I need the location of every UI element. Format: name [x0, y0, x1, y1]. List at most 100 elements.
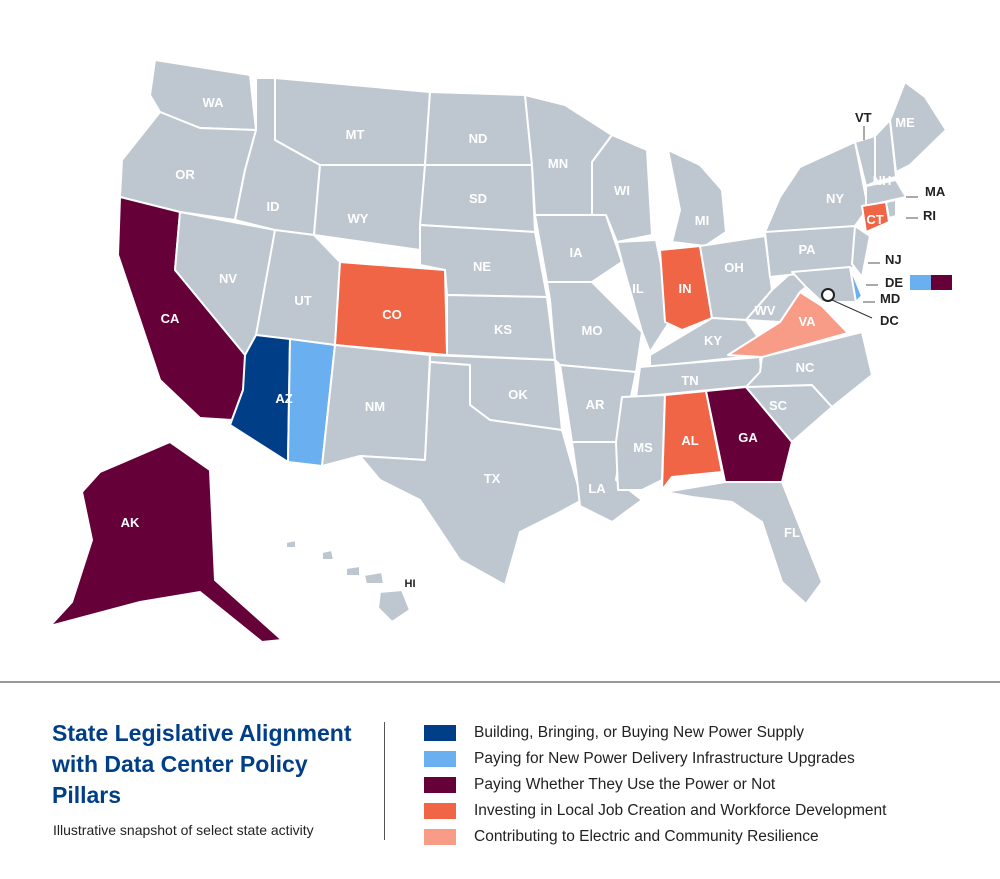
- state-wy: [313, 164, 426, 251]
- state-label-wa: WA: [203, 95, 225, 110]
- legend-item-resilience: Contributing to Electric and Community R…: [424, 824, 886, 850]
- state-label-nj: NJ: [885, 252, 902, 267]
- state-label-nc: NC: [796, 360, 815, 375]
- state-nd: [424, 91, 533, 166]
- legend-label: Paying for New Power Delivery Infrastruc…: [474, 750, 855, 767]
- state-label-mn: MN: [548, 156, 568, 171]
- callout-line: [831, 299, 873, 319]
- state-label-ms: MS: [633, 440, 653, 455]
- state-label-al: AL: [681, 433, 698, 448]
- legend-item-delivery-infrastructure: Paying for New Power Delivery Infrastruc…: [424, 746, 886, 772]
- legend-label: Paying Whether They Use the Power or Not: [474, 776, 776, 793]
- legend-item-pay-regardless: Paying Whether They Use the Power or Not: [424, 772, 886, 798]
- divider: [0, 681, 1000, 683]
- state-label-in: IN: [679, 281, 692, 296]
- legend-swatch: [424, 751, 456, 767]
- state-label-me: ME: [895, 115, 915, 130]
- state-label-ma: MA: [925, 184, 946, 199]
- state-hi: [321, 549, 335, 561]
- state-label-il: IL: [632, 281, 644, 296]
- state-label-wv: WV: [755, 303, 776, 318]
- state-label-ut: UT: [294, 293, 311, 308]
- state-label-mo: MO: [582, 323, 603, 338]
- state-label-pa: PA: [798, 242, 816, 257]
- state-label-vt: VT: [855, 110, 872, 125]
- state-label-nh: NH: [873, 173, 892, 188]
- legend-swatch: [424, 803, 456, 819]
- state-label-or: OR: [175, 167, 195, 182]
- state-nj: [851, 225, 871, 278]
- state-label-az: AZ: [275, 391, 292, 406]
- state-label-dc: DC: [880, 313, 899, 328]
- state-hi: [285, 539, 297, 549]
- state-mt: [274, 77, 431, 166]
- state-label-hi: HI: [405, 578, 416, 590]
- state-label-ok: OK: [508, 387, 528, 402]
- state-tx: [359, 361, 583, 586]
- state-label-fl: FL: [784, 525, 800, 540]
- state-hi: [345, 565, 361, 577]
- legend-item-power-supply: Building, Bringing, or Buying New Power …: [424, 720, 886, 746]
- state-nc: [745, 331, 873, 408]
- state-label-mi: MI: [695, 213, 709, 228]
- state-md: [791, 266, 857, 303]
- state-label-tx: TX: [484, 471, 501, 486]
- de-swatch-pay-regardless: [931, 275, 952, 290]
- state-fl: [664, 481, 823, 605]
- state-ga: [705, 386, 793, 483]
- state-label-mt: MT: [346, 127, 365, 142]
- state-ct: [861, 201, 890, 233]
- state-label-nd: ND: [469, 131, 488, 146]
- state-label-wy: WY: [348, 211, 369, 226]
- us-map: WA OR CA NV ID MT WY UT CO AZ NM ND SD NE KS OK TX MN IA MO…: [49, 59, 952, 643]
- legend-divider: [384, 722, 385, 840]
- state-label-ct: CT: [866, 212, 883, 227]
- legend-item-job-creation: Investing in Local Job Creation and Work…: [424, 798, 886, 824]
- state-label-co: CO: [382, 307, 402, 322]
- state-label-ar: AR: [586, 397, 605, 412]
- state-in: [659, 245, 713, 331]
- state-label-ne: NE: [473, 259, 491, 274]
- state-label-la: LA: [588, 481, 606, 496]
- legend-label: Contributing to Electric and Community R…: [474, 828, 819, 845]
- state-label-ny: NY: [826, 191, 844, 206]
- state-me: [889, 81, 947, 173]
- state-label-sd: SD: [469, 191, 487, 206]
- state-nh: [874, 119, 897, 183]
- state-label-ga: GA: [738, 430, 758, 445]
- state-hi: [363, 571, 385, 585]
- state-al: [661, 390, 723, 491]
- state-label-ca: CA: [161, 311, 180, 326]
- state-label-tn: TN: [681, 373, 698, 388]
- state-ri: [885, 199, 897, 219]
- state-il: [616, 239, 673, 353]
- state-wi: [591, 134, 653, 243]
- state-label-ky: KY: [704, 333, 722, 348]
- state-hi: [377, 589, 411, 623]
- state-label-nm: NM: [365, 399, 385, 414]
- state-label-ri: RI: [923, 208, 936, 223]
- legend-label: Building, Bringing, or Buying New Power …: [474, 724, 804, 741]
- state-mi: [667, 149, 727, 247]
- legend-swatch: [424, 777, 456, 793]
- state-label-md: MD: [880, 291, 900, 306]
- de-swatch-delivery-infrastructure: [910, 275, 931, 290]
- dc-marker: [821, 288, 835, 302]
- state-label-oh: OH: [724, 260, 744, 275]
- state-label-wi: WI: [614, 183, 630, 198]
- state-label-sc: SC: [769, 398, 788, 413]
- state-de: [849, 266, 863, 303]
- state-label-ks: KS: [494, 322, 512, 337]
- state-label-nv: NV: [219, 271, 237, 286]
- state-label-de: DE: [885, 275, 903, 290]
- legend-title: State Legislative Alignment with Data Ce…: [52, 720, 352, 808]
- state-label-va: VA: [798, 314, 816, 329]
- state-ak: [49, 441, 283, 643]
- state-label-id: ID: [267, 199, 280, 214]
- legend-label: Investing in Local Job Creation and Work…: [474, 802, 887, 819]
- state-ny: [764, 141, 869, 233]
- legend-subtitle: Illustrative snapshot of select state ac…: [53, 822, 314, 838]
- legend-swatch: [424, 725, 456, 741]
- legend: Building, Bringing, or Buying New Power …: [424, 720, 886, 850]
